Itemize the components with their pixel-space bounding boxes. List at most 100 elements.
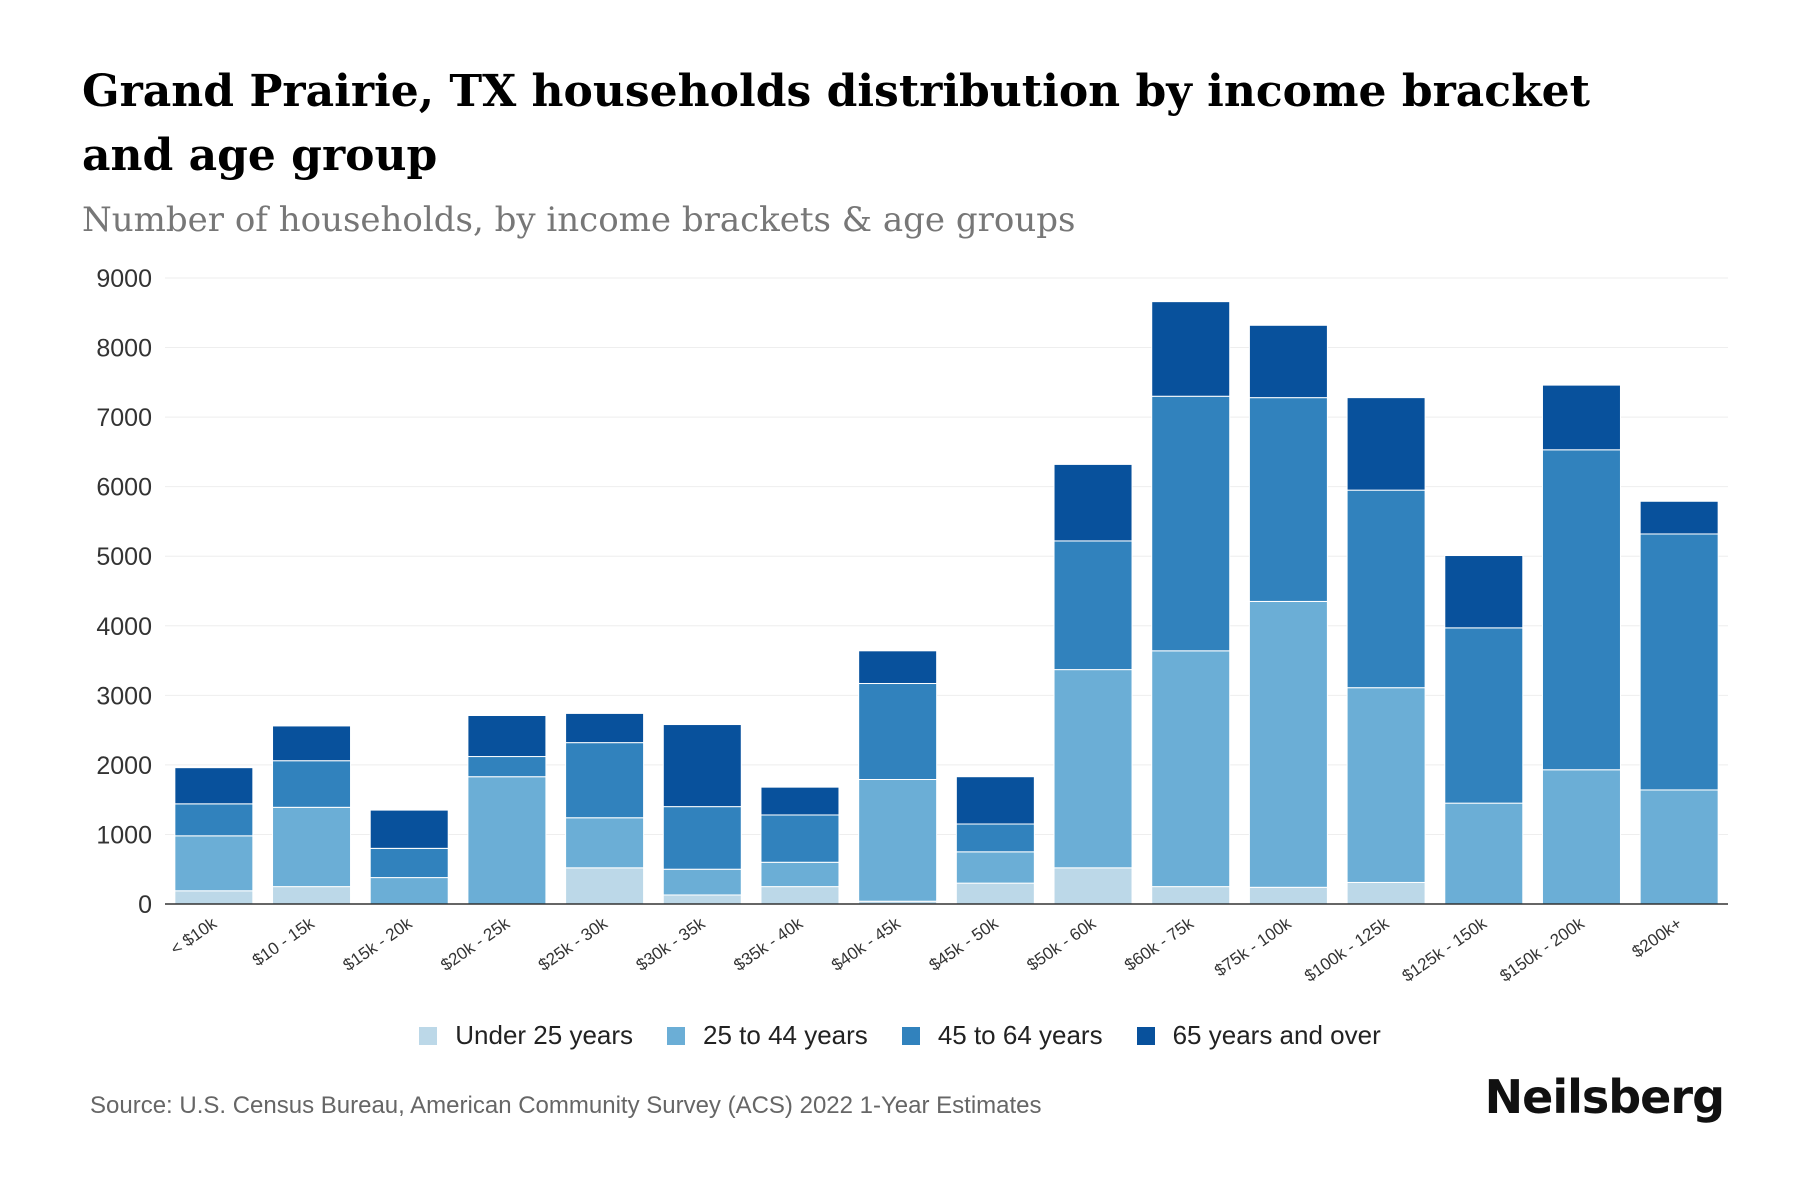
bar-segment[interactable] bbox=[1541, 449, 1621, 771]
y-tick-label: 5000 bbox=[96, 543, 152, 571]
legend-swatch-under-25 bbox=[419, 1026, 438, 1045]
bar-segment[interactable] bbox=[1053, 463, 1133, 542]
x-tick-label: $45k - 50k bbox=[926, 913, 1002, 974]
bar-segment[interactable] bbox=[1151, 886, 1231, 905]
bar-segment[interactable] bbox=[467, 715, 547, 758]
bar-segment[interactable] bbox=[1444, 627, 1524, 804]
legend-swatch-25-to-44 bbox=[667, 1026, 686, 1045]
bar-segment[interactable] bbox=[1346, 397, 1426, 491]
x-tick-label: $50k - 60k bbox=[1023, 913, 1099, 974]
x-tick-label: $30k - 35k bbox=[633, 913, 709, 974]
y-tick-label: 9000 bbox=[96, 265, 152, 293]
bar-segment[interactable] bbox=[1151, 301, 1231, 397]
bar-segment[interactable] bbox=[760, 814, 840, 863]
bar-segment[interactable] bbox=[174, 890, 254, 905]
bar-segment[interactable] bbox=[1053, 669, 1133, 869]
y-tick-label: 8000 bbox=[96, 335, 152, 363]
source-note: Source: U.S. Census Bureau, American Com… bbox=[90, 1092, 1042, 1119]
y-tick-label: 0 bbox=[138, 891, 152, 919]
bar-segment[interactable] bbox=[1248, 600, 1328, 888]
stacked-bar-chart: 0 1000 2000 3000 4000 5000 6000 7000 8000 9000 < $… bbox=[96, 265, 1728, 986]
bar-segment[interactable] bbox=[174, 835, 254, 892]
legend-item-25-to-44[interactable]: 25 to 44 years bbox=[667, 1020, 868, 1051]
bar-segment[interactable] bbox=[467, 756, 547, 778]
bar-segment[interactable] bbox=[1639, 789, 1719, 905]
x-tick-label: $35k - 40k bbox=[730, 913, 806, 974]
bar-segment[interactable] bbox=[760, 886, 840, 905]
y-tick-label: 3000 bbox=[96, 682, 152, 710]
bar-segment[interactable] bbox=[760, 786, 840, 816]
bar-segment[interactable] bbox=[1248, 886, 1328, 905]
x-tick-label: $10 - 15k bbox=[249, 913, 318, 970]
bar-segment[interactable] bbox=[272, 806, 352, 888]
x-tick-label: $60k - 75k bbox=[1121, 913, 1197, 974]
bar-segment[interactable] bbox=[272, 886, 352, 905]
bar-segment[interactable] bbox=[174, 767, 254, 805]
x-tick-label: < $10k bbox=[167, 913, 221, 958]
legend-label-under-25: Under 25 years bbox=[455, 1020, 634, 1050]
legend-item-65-and-over[interactable]: 65 years and over bbox=[1136, 1020, 1381, 1051]
bar-segment[interactable] bbox=[369, 847, 449, 879]
x-tick-label: $25k - 30k bbox=[535, 913, 611, 974]
bar-segment[interactable] bbox=[955, 776, 1035, 825]
bar-segment[interactable] bbox=[565, 867, 645, 905]
bar-segment[interactable] bbox=[565, 712, 645, 744]
bar-segment[interactable] bbox=[467, 776, 547, 905]
bar-segment[interactable] bbox=[662, 806, 742, 870]
bar-segment[interactable] bbox=[955, 823, 1035, 853]
brand-logo: Neilsberg bbox=[1484, 1070, 1725, 1124]
bar-segment[interactable] bbox=[1248, 324, 1328, 399]
x-tick-label: $75k - 100k bbox=[1211, 913, 1295, 980]
bar-segment[interactable] bbox=[174, 803, 254, 837]
legend-label-65-and-over: 65 years and over bbox=[1172, 1020, 1381, 1050]
bar-segment[interactable] bbox=[565, 742, 645, 819]
x-tick-label: $200k+ bbox=[1628, 914, 1685, 962]
bar-segment[interactable] bbox=[369, 877, 449, 905]
x-tick-label: $150k - 200k bbox=[1496, 913, 1588, 985]
bars bbox=[174, 301, 1719, 905]
x-tick-label: $100k - 125k bbox=[1301, 913, 1393, 985]
bar-segment[interactable] bbox=[1541, 769, 1621, 905]
legend: Under 25 years 25 to 44 years 45 to 64 y… bbox=[0, 1020, 1800, 1051]
bar-segment[interactable] bbox=[858, 683, 938, 780]
legend-item-45-to-64[interactable]: 45 to 64 years bbox=[901, 1020, 1103, 1051]
bar-segment[interactable] bbox=[369, 809, 449, 849]
bar-segment[interactable] bbox=[565, 817, 645, 869]
x-tick-label: $40k - 45k bbox=[828, 913, 904, 974]
bar-segment[interactable] bbox=[1248, 397, 1328, 602]
y-tick-label: 1000 bbox=[96, 821, 152, 849]
bar-segment[interactable] bbox=[1346, 687, 1426, 883]
x-tick-label: $20k - 25k bbox=[437, 913, 513, 974]
bar-segment[interactable] bbox=[955, 851, 1035, 884]
legend-label-25-to-44: 25 to 44 years bbox=[703, 1020, 868, 1050]
bar-segment[interactable] bbox=[1639, 533, 1719, 791]
bar-segment[interactable] bbox=[760, 861, 840, 888]
bar-segment[interactable] bbox=[1151, 395, 1231, 652]
bar-segment[interactable] bbox=[662, 724, 742, 808]
bar-segment[interactable] bbox=[272, 760, 352, 808]
bar-segment[interactable] bbox=[1346, 881, 1426, 905]
bar-segment[interactable] bbox=[1053, 540, 1133, 671]
bar-segment[interactable] bbox=[1444, 555, 1524, 629]
bar-segment[interactable] bbox=[662, 868, 742, 896]
legend-swatch-65-and-over bbox=[1136, 1026, 1155, 1045]
chart-title: Grand Prairie, TX households distributio… bbox=[82, 66, 1590, 181]
bar-segment[interactable] bbox=[858, 650, 938, 685]
bar-segment[interactable] bbox=[1639, 500, 1719, 535]
bar-segment[interactable] bbox=[272, 725, 352, 762]
bar-segment[interactable] bbox=[1053, 867, 1133, 905]
y-tick-label: 6000 bbox=[96, 474, 152, 502]
legend-swatch-45-to-64 bbox=[901, 1026, 920, 1045]
bar-segment[interactable] bbox=[1346, 489, 1426, 689]
chart-subtitle: Number of households, by income brackets… bbox=[82, 200, 1076, 240]
bar-segment[interactable] bbox=[1151, 650, 1231, 888]
bar-segment[interactable] bbox=[1541, 384, 1621, 451]
y-tick-label: 2000 bbox=[96, 752, 152, 780]
bar-segment[interactable] bbox=[662, 894, 742, 905]
bar-segment[interactable] bbox=[858, 778, 938, 902]
bar-segment[interactable] bbox=[1444, 802, 1524, 905]
legend-item-under-25[interactable]: Under 25 years bbox=[419, 1020, 633, 1051]
y-tick-label: 7000 bbox=[96, 404, 152, 432]
bar-segment[interactable] bbox=[955, 882, 1035, 905]
x-tick-label: $15k - 20k bbox=[340, 913, 416, 974]
